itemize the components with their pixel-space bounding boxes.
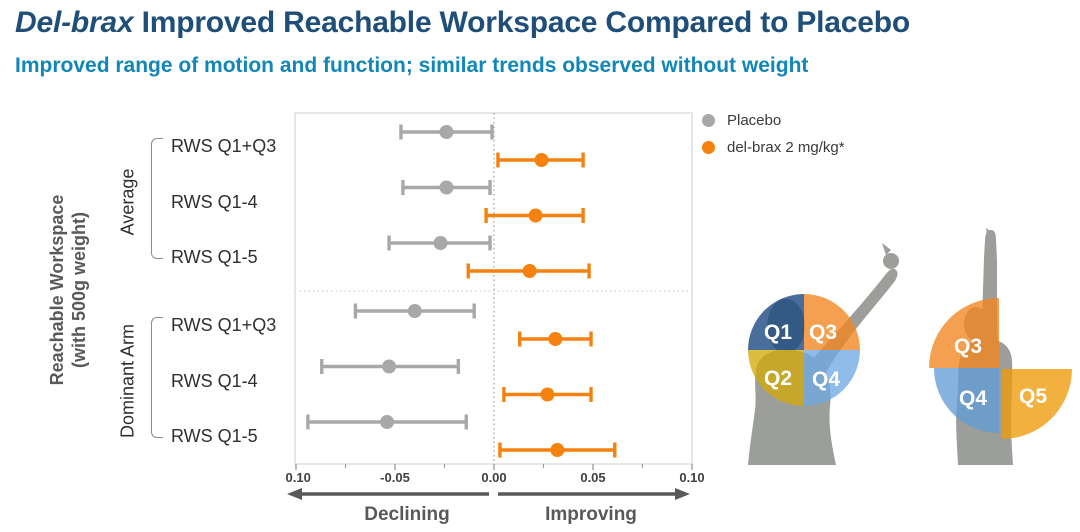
row-label: RWS Q1+Q3 bbox=[171, 136, 277, 156]
person1-thumb-silhouette bbox=[882, 243, 891, 255]
placebo-mean-marker bbox=[382, 359, 397, 374]
x-tick-label: -0.10 bbox=[285, 470, 311, 485]
label-q3-front: Q3 bbox=[809, 321, 837, 344]
header: Del-brax Improved Reachable Workspace Co… bbox=[15, 5, 1065, 78]
slide-title: Del-brax Improved Reachable Workspace Co… bbox=[15, 5, 1065, 41]
quadrant-figures: Q1 Q3 Q2 Q4 Q3 Q4 Q5 bbox=[748, 228, 1072, 465]
title-main-text: Improved Reachable Workspace Compared to… bbox=[133, 6, 911, 39]
delbrax-mean-marker bbox=[534, 153, 549, 167]
delbrax-mean-marker bbox=[528, 208, 543, 223]
wedge-q2 bbox=[748, 350, 804, 406]
y-axis-label-line1: Reachable Workspace bbox=[47, 194, 67, 386]
y-axis-label: Reachable Workspace (with 500g weight) bbox=[46, 195, 90, 386]
placebo-mean-marker bbox=[380, 415, 395, 429]
label-q3-overhead: Q3 bbox=[954, 335, 982, 358]
declining-arrowhead-icon bbox=[287, 488, 302, 500]
person1-hand-silhouette bbox=[883, 253, 899, 269]
wedge-q3-overhead bbox=[929, 298, 999, 368]
title-drug-name: Del-brax bbox=[15, 6, 134, 39]
wedge-q4-front bbox=[804, 350, 860, 406]
placebo-mean-marker bbox=[439, 180, 454, 195]
slide-subtitle: Improved range of motion and function; s… bbox=[15, 54, 809, 77]
x-tick-label: 0.00 bbox=[481, 470, 506, 485]
placebo-mean-marker bbox=[439, 125, 454, 139]
delbrax-mean-marker bbox=[540, 387, 555, 402]
wedge-q1 bbox=[748, 294, 804, 350]
legend-item: Placebo bbox=[702, 110, 845, 130]
x-tick-label: 0.10 bbox=[679, 470, 704, 485]
legend-marker-icon bbox=[702, 140, 715, 154]
y-axis-label-line2: (with 500g weight) bbox=[69, 211, 89, 369]
legend-item: del-brax 2 mg/kg* bbox=[702, 137, 845, 157]
row-label: RWS Q1-4 bbox=[171, 191, 258, 212]
label-q2: Q2 bbox=[764, 367, 792, 390]
legend: Placebo del-brax 2 mg/kg* bbox=[702, 110, 845, 164]
declining-label: Declining bbox=[364, 504, 450, 525]
group-label: Average bbox=[117, 168, 138, 235]
delbrax-mean-marker bbox=[550, 443, 565, 457]
wedge-q5 bbox=[1002, 369, 1072, 439]
wedge-q3-front bbox=[804, 294, 860, 350]
label-q5: Q5 bbox=[1019, 385, 1047, 408]
row-label: RWS Q1+Q3 bbox=[171, 315, 277, 335]
label-q4-overhead: Q4 bbox=[959, 387, 987, 410]
label-q4-front: Q4 bbox=[812, 368, 840, 391]
wedge-q4-overhead bbox=[934, 368, 999, 433]
legend-label: Placebo bbox=[727, 111, 782, 129]
placebo-mean-marker bbox=[407, 304, 422, 318]
delbrax-mean-marker bbox=[548, 332, 563, 346]
delbrax-mean-marker bbox=[522, 264, 537, 278]
row-label: RWS Q1-5 bbox=[171, 247, 258, 267]
group-bracket bbox=[151, 138, 163, 259]
group-bracket bbox=[151, 317, 163, 438]
legend-label: del-brax 2 mg/kg* bbox=[727, 138, 845, 156]
forest-plot: -0.10 -0.05 0.00 0.05 0.10 Declining Improving bbox=[285, 112, 705, 525]
rws-disc-overhead bbox=[929, 298, 1072, 439]
x-tick-label: -0.05 bbox=[380, 470, 410, 485]
legend-marker-icon bbox=[702, 113, 715, 127]
figure-overhead-reach: Q3 Q4 Q5 bbox=[929, 228, 1072, 465]
figure-front-reach: Q1 Q3 Q2 Q4 bbox=[748, 243, 899, 465]
rws-disc-front bbox=[748, 294, 860, 406]
improving-label: Improving bbox=[545, 504, 637, 525]
label-q1: Q1 bbox=[764, 321, 792, 344]
group-label: Dominant Arm bbox=[117, 323, 138, 438]
x-tick-label: 0.05 bbox=[580, 470, 605, 485]
row-label: RWS Q1-4 bbox=[171, 370, 258, 391]
row-label: RWS Q1-5 bbox=[171, 426, 258, 446]
improving-arrowhead-icon bbox=[675, 488, 690, 500]
person2-fingers-silhouette bbox=[986, 228, 990, 235]
placebo-mean-marker bbox=[433, 236, 448, 250]
